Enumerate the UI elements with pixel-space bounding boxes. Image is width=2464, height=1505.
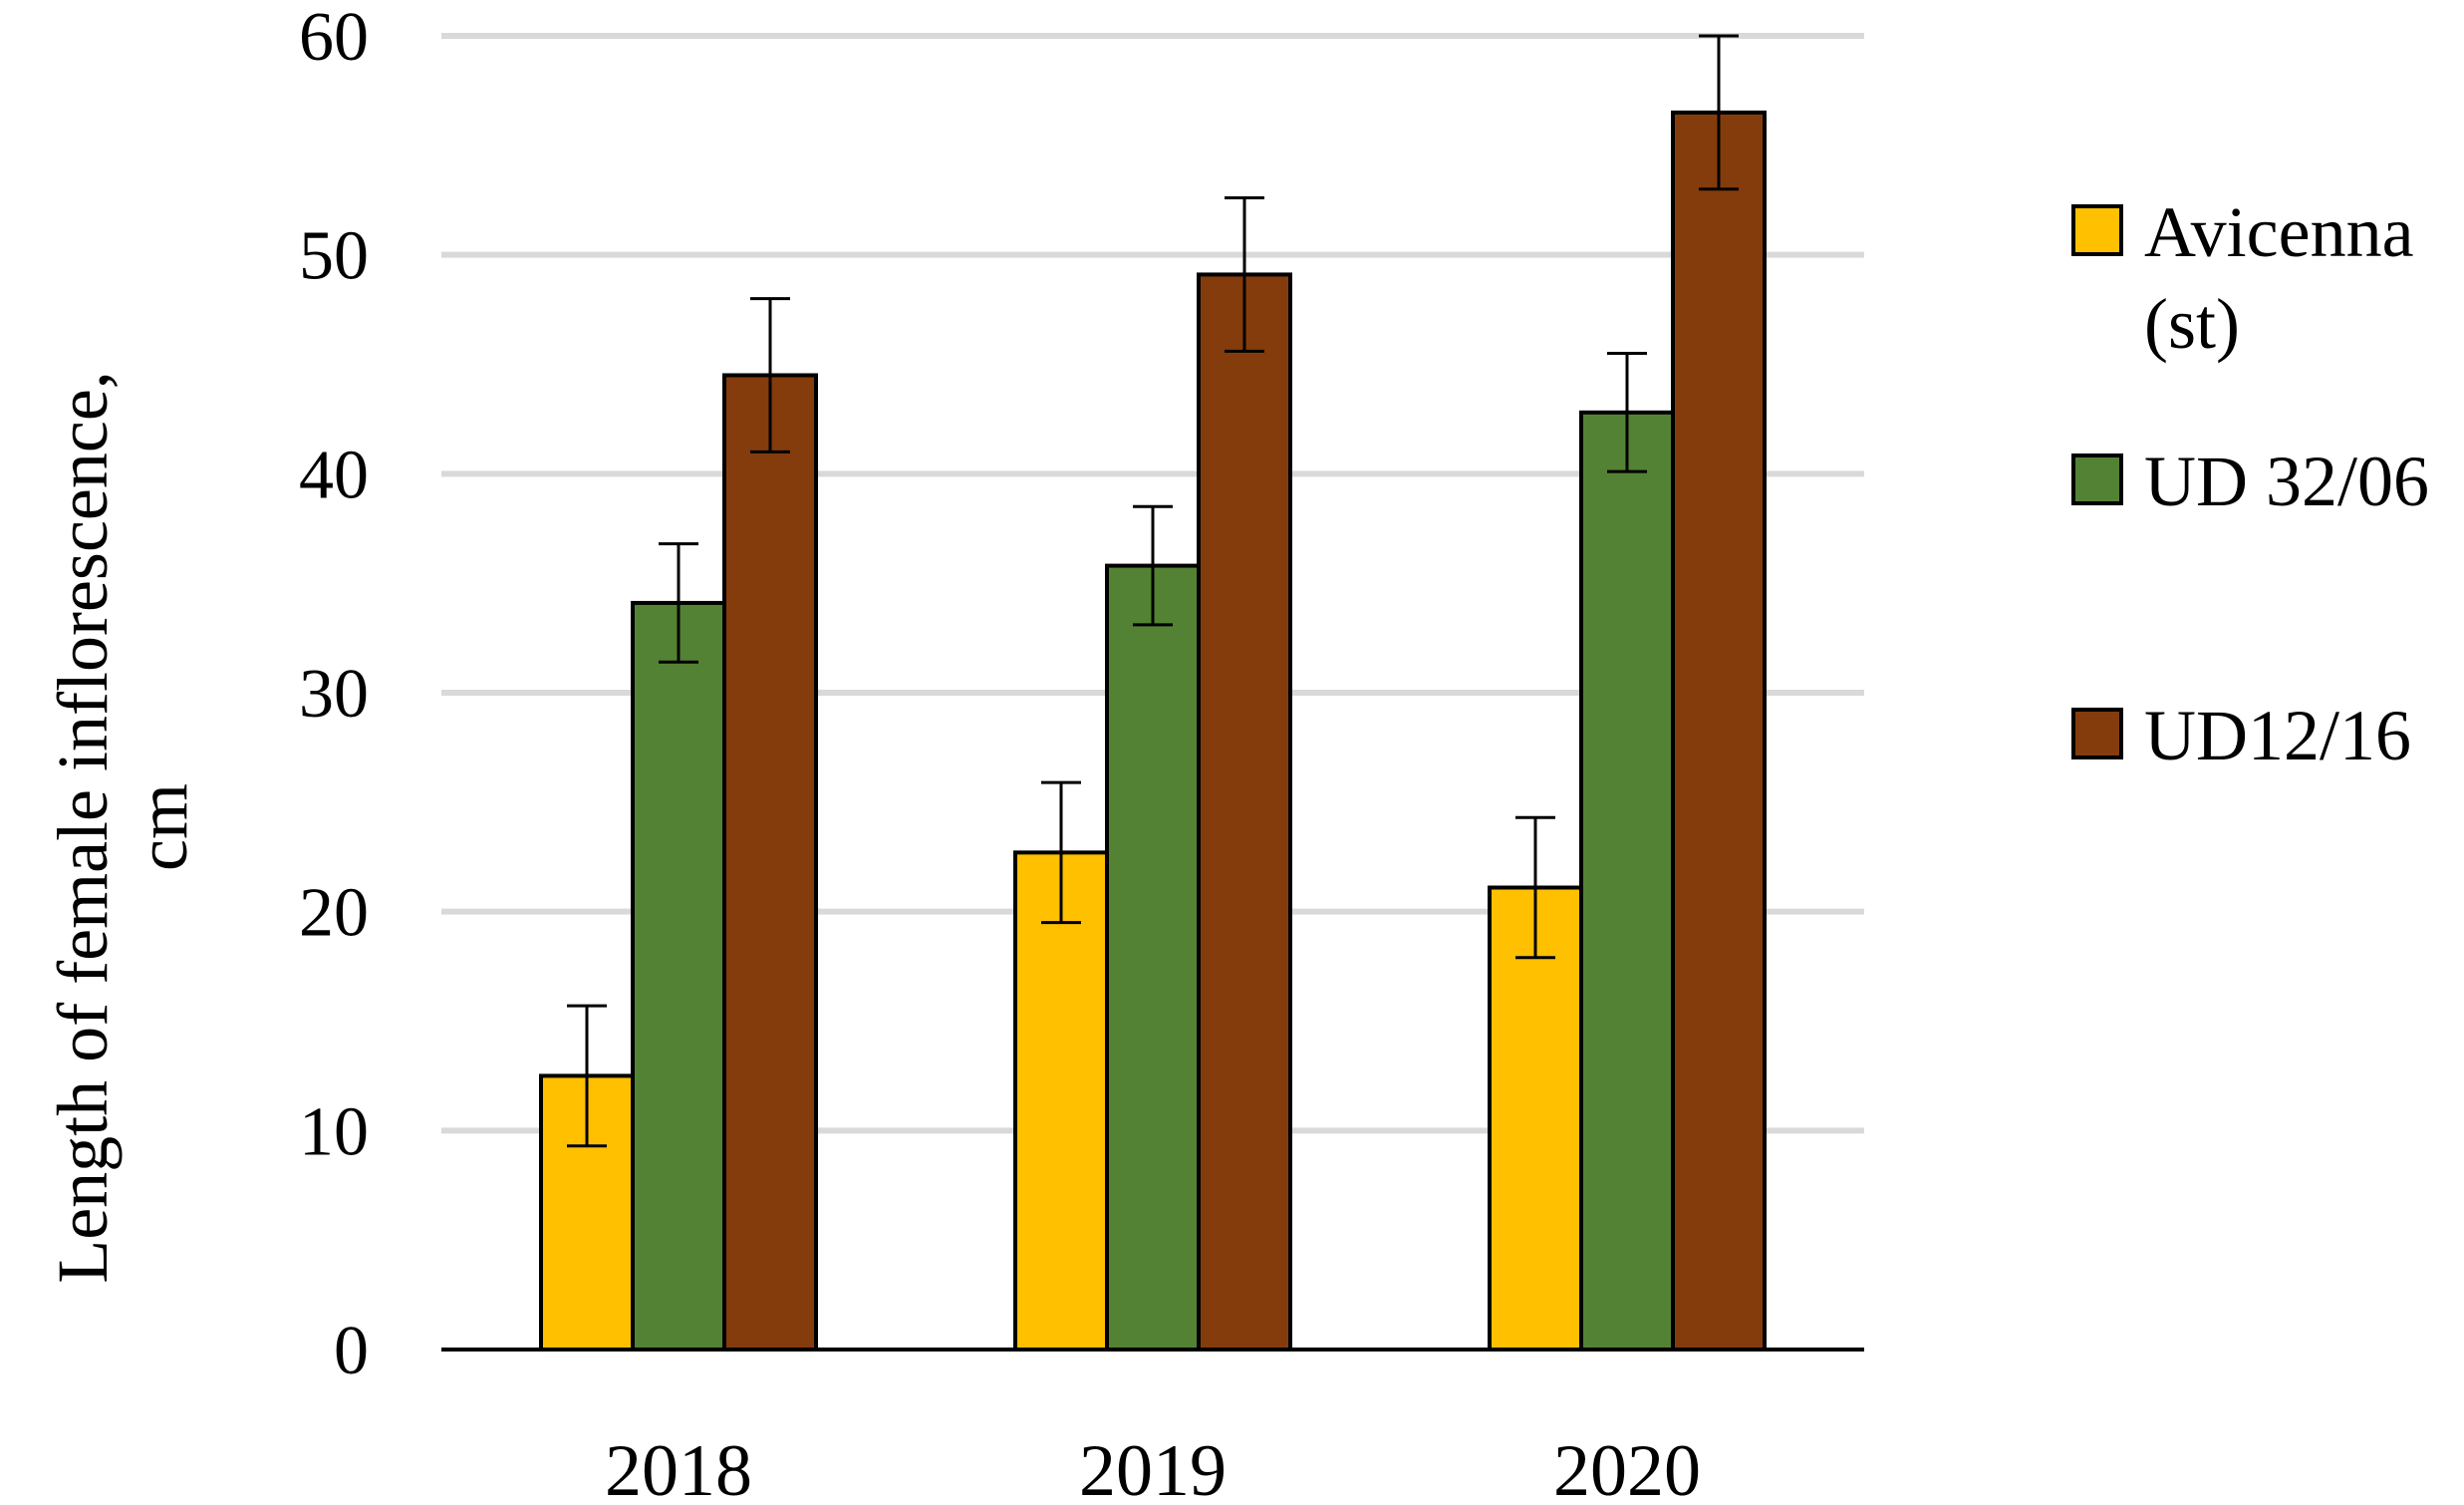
y-tick-label: 10	[299, 1093, 369, 1170]
legend-item: UD12/16	[2071, 696, 2411, 775]
error-bar	[1515, 815, 1555, 960]
legend-swatch	[2071, 453, 2123, 505]
error-bar	[1225, 196, 1264, 353]
error-bars	[567, 34, 1739, 1148]
legend-item: UD 32/06	[2071, 442, 2429, 521]
y-tick-label: 30	[299, 656, 369, 733]
legend-label: (st)	[2144, 284, 2240, 364]
legend-item: Avicenna (st)	[2071, 192, 2414, 364]
y-axis-tick-labels: 0 10 20 30 40 50 60	[299, 0, 369, 1389]
error-bar	[1607, 352, 1647, 473]
y-axis-title-line-1: Length of female inflorescence,	[43, 371, 123, 1284]
y-tick-label: 20	[299, 875, 369, 952]
bar	[1671, 110, 1767, 1353]
legend-swatch	[2071, 708, 2123, 759]
error-bar	[659, 542, 698, 664]
legend-label: Avicenna	[2144, 192, 2414, 272]
legend-label: UD 32/06	[2144, 442, 2429, 521]
bar	[722, 373, 818, 1352]
error-bar	[567, 1004, 607, 1148]
bar	[1105, 563, 1201, 1352]
bar	[1197, 272, 1292, 1353]
bar	[631, 600, 726, 1352]
legend: Avicenna (st) UD 32/06 UD12/16	[2071, 192, 2429, 775]
x-tick-label: 2020	[1553, 1430, 1701, 1505]
error-bar	[1133, 504, 1173, 627]
y-axis-title-line-2: cm	[123, 783, 202, 871]
error-bar	[1041, 780, 1081, 925]
y-tick-label: 50	[299, 218, 369, 295]
bars	[539, 110, 1767, 1353]
error-bar	[1699, 34, 1739, 191]
y-tick-label: 60	[299, 0, 369, 76]
x-tick-label: 2018	[605, 1430, 752, 1505]
legend-label: UD12/16	[2144, 696, 2411, 775]
y-tick-label: 40	[299, 437, 369, 513]
legend-swatch	[2071, 204, 2123, 256]
y-tick-label: 0	[334, 1313, 369, 1389]
bar	[1579, 410, 1675, 1352]
error-bar	[750, 297, 790, 453]
y-axis-title: Length of female inflorescence, cm	[43, 371, 202, 1284]
x-axis-tick-labels: 2018 2019 2020	[605, 1430, 1701, 1505]
x-tick-label: 2019	[1079, 1430, 1227, 1505]
bar	[1013, 850, 1109, 1353]
